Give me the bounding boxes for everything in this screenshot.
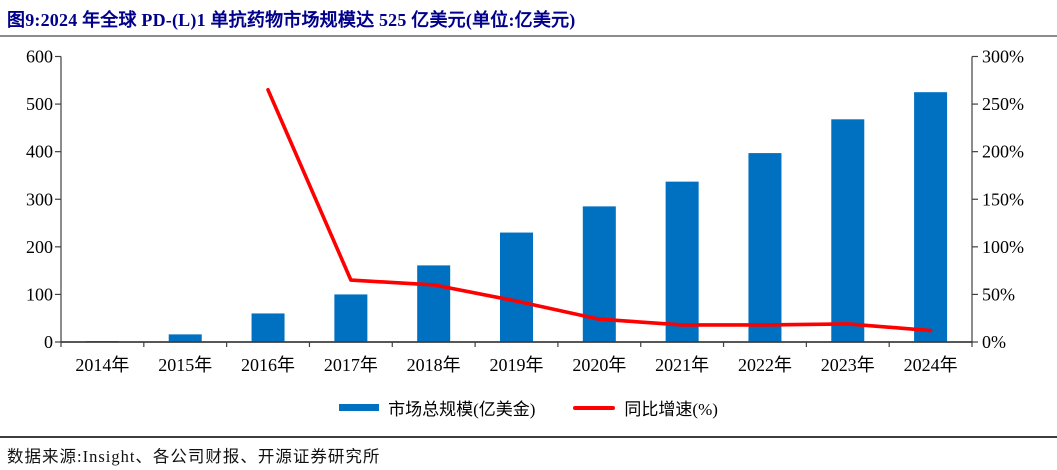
- left-tick-label: 600: [26, 47, 53, 67]
- bar-2024年: [914, 92, 948, 342]
- title-divider: [0, 35, 1057, 37]
- right-tick-label: 150%: [982, 189, 1024, 209]
- x-label-2023年: 2023年: [821, 355, 875, 375]
- bar-2017年: [334, 294, 368, 342]
- figure-title: 图9:2024 年全球 PD-(L)1 单抗药物市场规模达 525 亿美元(单位…: [7, 10, 576, 30]
- bar-2016年: [251, 313, 285, 342]
- growth-line: [266, 88, 933, 333]
- left-tick-label: 100: [26, 284, 53, 304]
- left-tick-label: 200: [26, 237, 53, 257]
- chart-legend: 市场总规模(亿美金) 同比增速(%): [0, 395, 1057, 420]
- right-tick-label: 0%: [982, 332, 1006, 352]
- data-source: 数据来源:Insight、各公司财报、开源证券研究所: [7, 447, 381, 466]
- x-label-2021年: 2021年: [655, 355, 709, 375]
- x-label-2022年: 2022年: [738, 355, 792, 375]
- legend-label-market-size: 市场总规模(亿美金): [388, 400, 536, 419]
- x-label-2015年: 2015年: [158, 355, 212, 375]
- legend-item-growth[interactable]: 同比增速(%): [573, 395, 718, 420]
- right-tick-label: 200%: [982, 142, 1024, 162]
- bar-2015年: [168, 334, 202, 342]
- right-tick-label: 250%: [982, 94, 1024, 114]
- bar-2019年: [500, 232, 533, 342]
- x-label-2017年: 2017年: [324, 355, 378, 375]
- x-label-2019年: 2019年: [490, 355, 544, 375]
- x-label-2020年: 2020年: [572, 355, 626, 375]
- x-label-2024年: 2024年: [904, 355, 958, 375]
- line-series-swatch: [573, 405, 616, 410]
- right-tick-label: 300%: [982, 47, 1024, 67]
- x-label-2018年: 2018年: [407, 355, 461, 375]
- x-label-2016年: 2016年: [241, 355, 295, 375]
- bar-2021年: [665, 181, 699, 342]
- left-tick-label: 0: [44, 332, 53, 352]
- right-tick-label: 50%: [982, 284, 1015, 304]
- bar-2022年: [748, 153, 782, 342]
- legend-label-growth: 同比增速(%): [624, 400, 718, 419]
- left-tick-label: 400: [26, 142, 53, 162]
- x-label-2014年: 2014年: [75, 355, 129, 375]
- left-tick-label: 500: [26, 94, 53, 114]
- footer-divider: [0, 436, 1057, 438]
- bar-series-swatch: [339, 404, 380, 411]
- right-tick-label: 100%: [982, 237, 1024, 257]
- left-tick-label: 300: [26, 189, 53, 209]
- bar-2023年: [831, 119, 865, 342]
- bar-2018年: [417, 265, 451, 342]
- legend-item-market-size[interactable]: 市场总规模(亿美金): [339, 395, 535, 420]
